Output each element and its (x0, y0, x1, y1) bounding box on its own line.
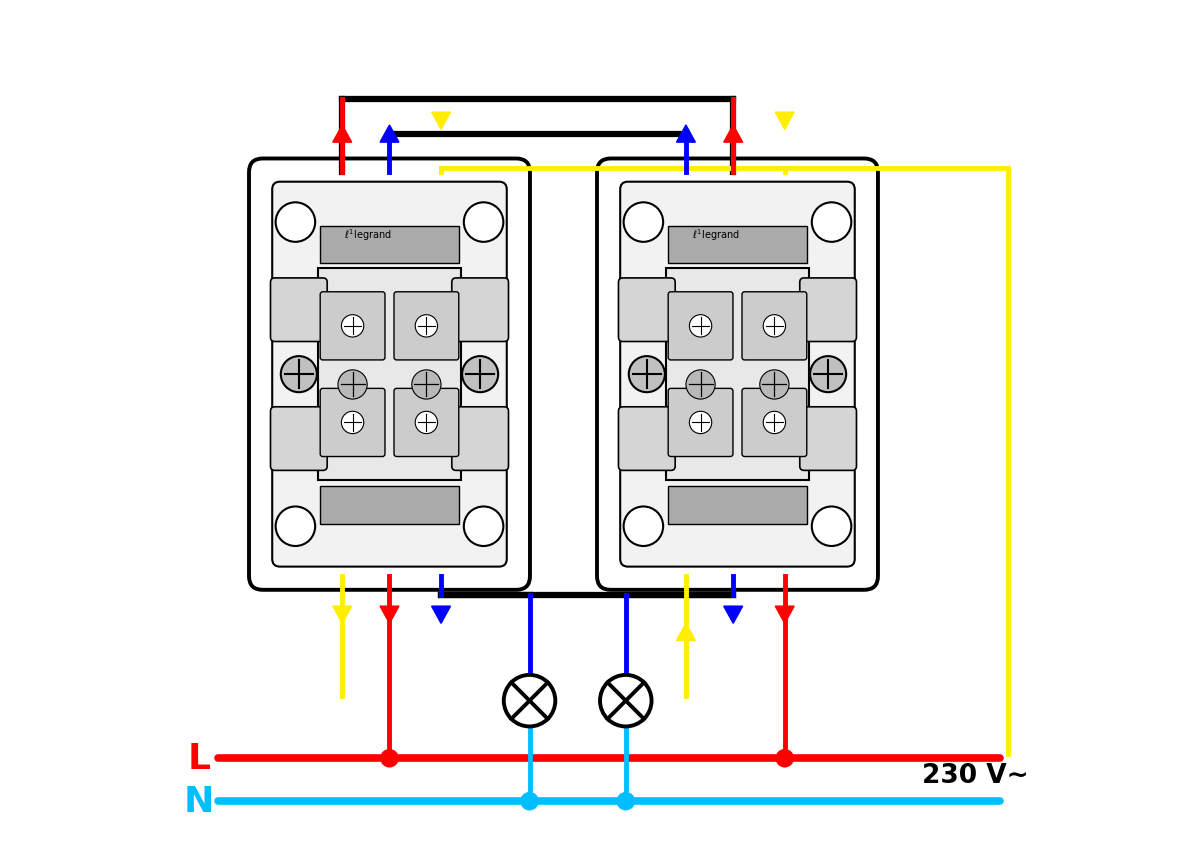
FancyBboxPatch shape (272, 183, 506, 567)
FancyBboxPatch shape (596, 159, 878, 590)
FancyBboxPatch shape (620, 183, 854, 567)
Circle shape (276, 507, 316, 547)
Polygon shape (724, 606, 743, 623)
Text: $\ell^{\mathregular{1}}$legrand: $\ell^{\mathregular{1}}$legrand (344, 227, 392, 243)
Circle shape (810, 356, 846, 393)
Circle shape (600, 675, 652, 727)
Circle shape (811, 507, 851, 547)
Circle shape (763, 315, 786, 338)
FancyBboxPatch shape (318, 269, 461, 480)
Circle shape (342, 315, 364, 338)
FancyBboxPatch shape (451, 279, 509, 342)
Polygon shape (677, 126, 695, 143)
FancyBboxPatch shape (320, 486, 458, 524)
Text: L: L (187, 741, 210, 775)
Circle shape (690, 412, 712, 434)
FancyBboxPatch shape (668, 389, 733, 457)
FancyBboxPatch shape (668, 226, 806, 264)
FancyBboxPatch shape (668, 486, 806, 524)
Polygon shape (332, 606, 352, 623)
Circle shape (338, 370, 367, 400)
Circle shape (811, 203, 851, 243)
Circle shape (380, 750, 398, 767)
Circle shape (760, 370, 788, 400)
FancyBboxPatch shape (666, 269, 809, 480)
FancyBboxPatch shape (451, 407, 509, 471)
Circle shape (382, 751, 397, 766)
FancyBboxPatch shape (742, 389, 806, 457)
FancyBboxPatch shape (668, 293, 733, 361)
Circle shape (281, 356, 317, 393)
Polygon shape (775, 606, 794, 623)
Circle shape (629, 356, 665, 393)
Text: N: N (184, 784, 214, 818)
Polygon shape (775, 113, 794, 130)
Text: 230 V∼: 230 V∼ (923, 763, 1028, 789)
Circle shape (776, 750, 793, 767)
Circle shape (690, 315, 712, 338)
FancyBboxPatch shape (394, 389, 458, 457)
Circle shape (462, 356, 498, 393)
Polygon shape (724, 126, 743, 143)
FancyBboxPatch shape (320, 226, 458, 264)
Text: $\ell^{\mathregular{1}}$legrand: $\ell^{\mathregular{1}}$legrand (692, 227, 739, 243)
FancyBboxPatch shape (320, 389, 385, 457)
Circle shape (464, 507, 503, 547)
Polygon shape (432, 606, 450, 623)
Circle shape (415, 315, 438, 338)
Circle shape (617, 793, 635, 810)
FancyBboxPatch shape (618, 407, 676, 471)
Circle shape (686, 370, 715, 400)
FancyBboxPatch shape (250, 159, 530, 590)
Polygon shape (432, 113, 450, 130)
Circle shape (624, 203, 664, 243)
FancyBboxPatch shape (270, 279, 328, 342)
Circle shape (776, 751, 792, 766)
Circle shape (504, 675, 556, 727)
Circle shape (412, 370, 442, 400)
FancyBboxPatch shape (799, 407, 857, 471)
Circle shape (521, 793, 538, 810)
FancyBboxPatch shape (394, 293, 458, 361)
Circle shape (342, 412, 364, 434)
Polygon shape (380, 606, 398, 623)
Circle shape (624, 507, 664, 547)
Polygon shape (332, 126, 352, 143)
FancyBboxPatch shape (799, 279, 857, 342)
FancyBboxPatch shape (618, 279, 676, 342)
FancyBboxPatch shape (270, 407, 328, 471)
Circle shape (464, 203, 503, 243)
Circle shape (763, 412, 786, 434)
FancyBboxPatch shape (742, 293, 806, 361)
Circle shape (276, 203, 316, 243)
FancyBboxPatch shape (320, 293, 385, 361)
Polygon shape (677, 623, 695, 641)
Circle shape (415, 412, 438, 434)
Polygon shape (380, 126, 398, 143)
